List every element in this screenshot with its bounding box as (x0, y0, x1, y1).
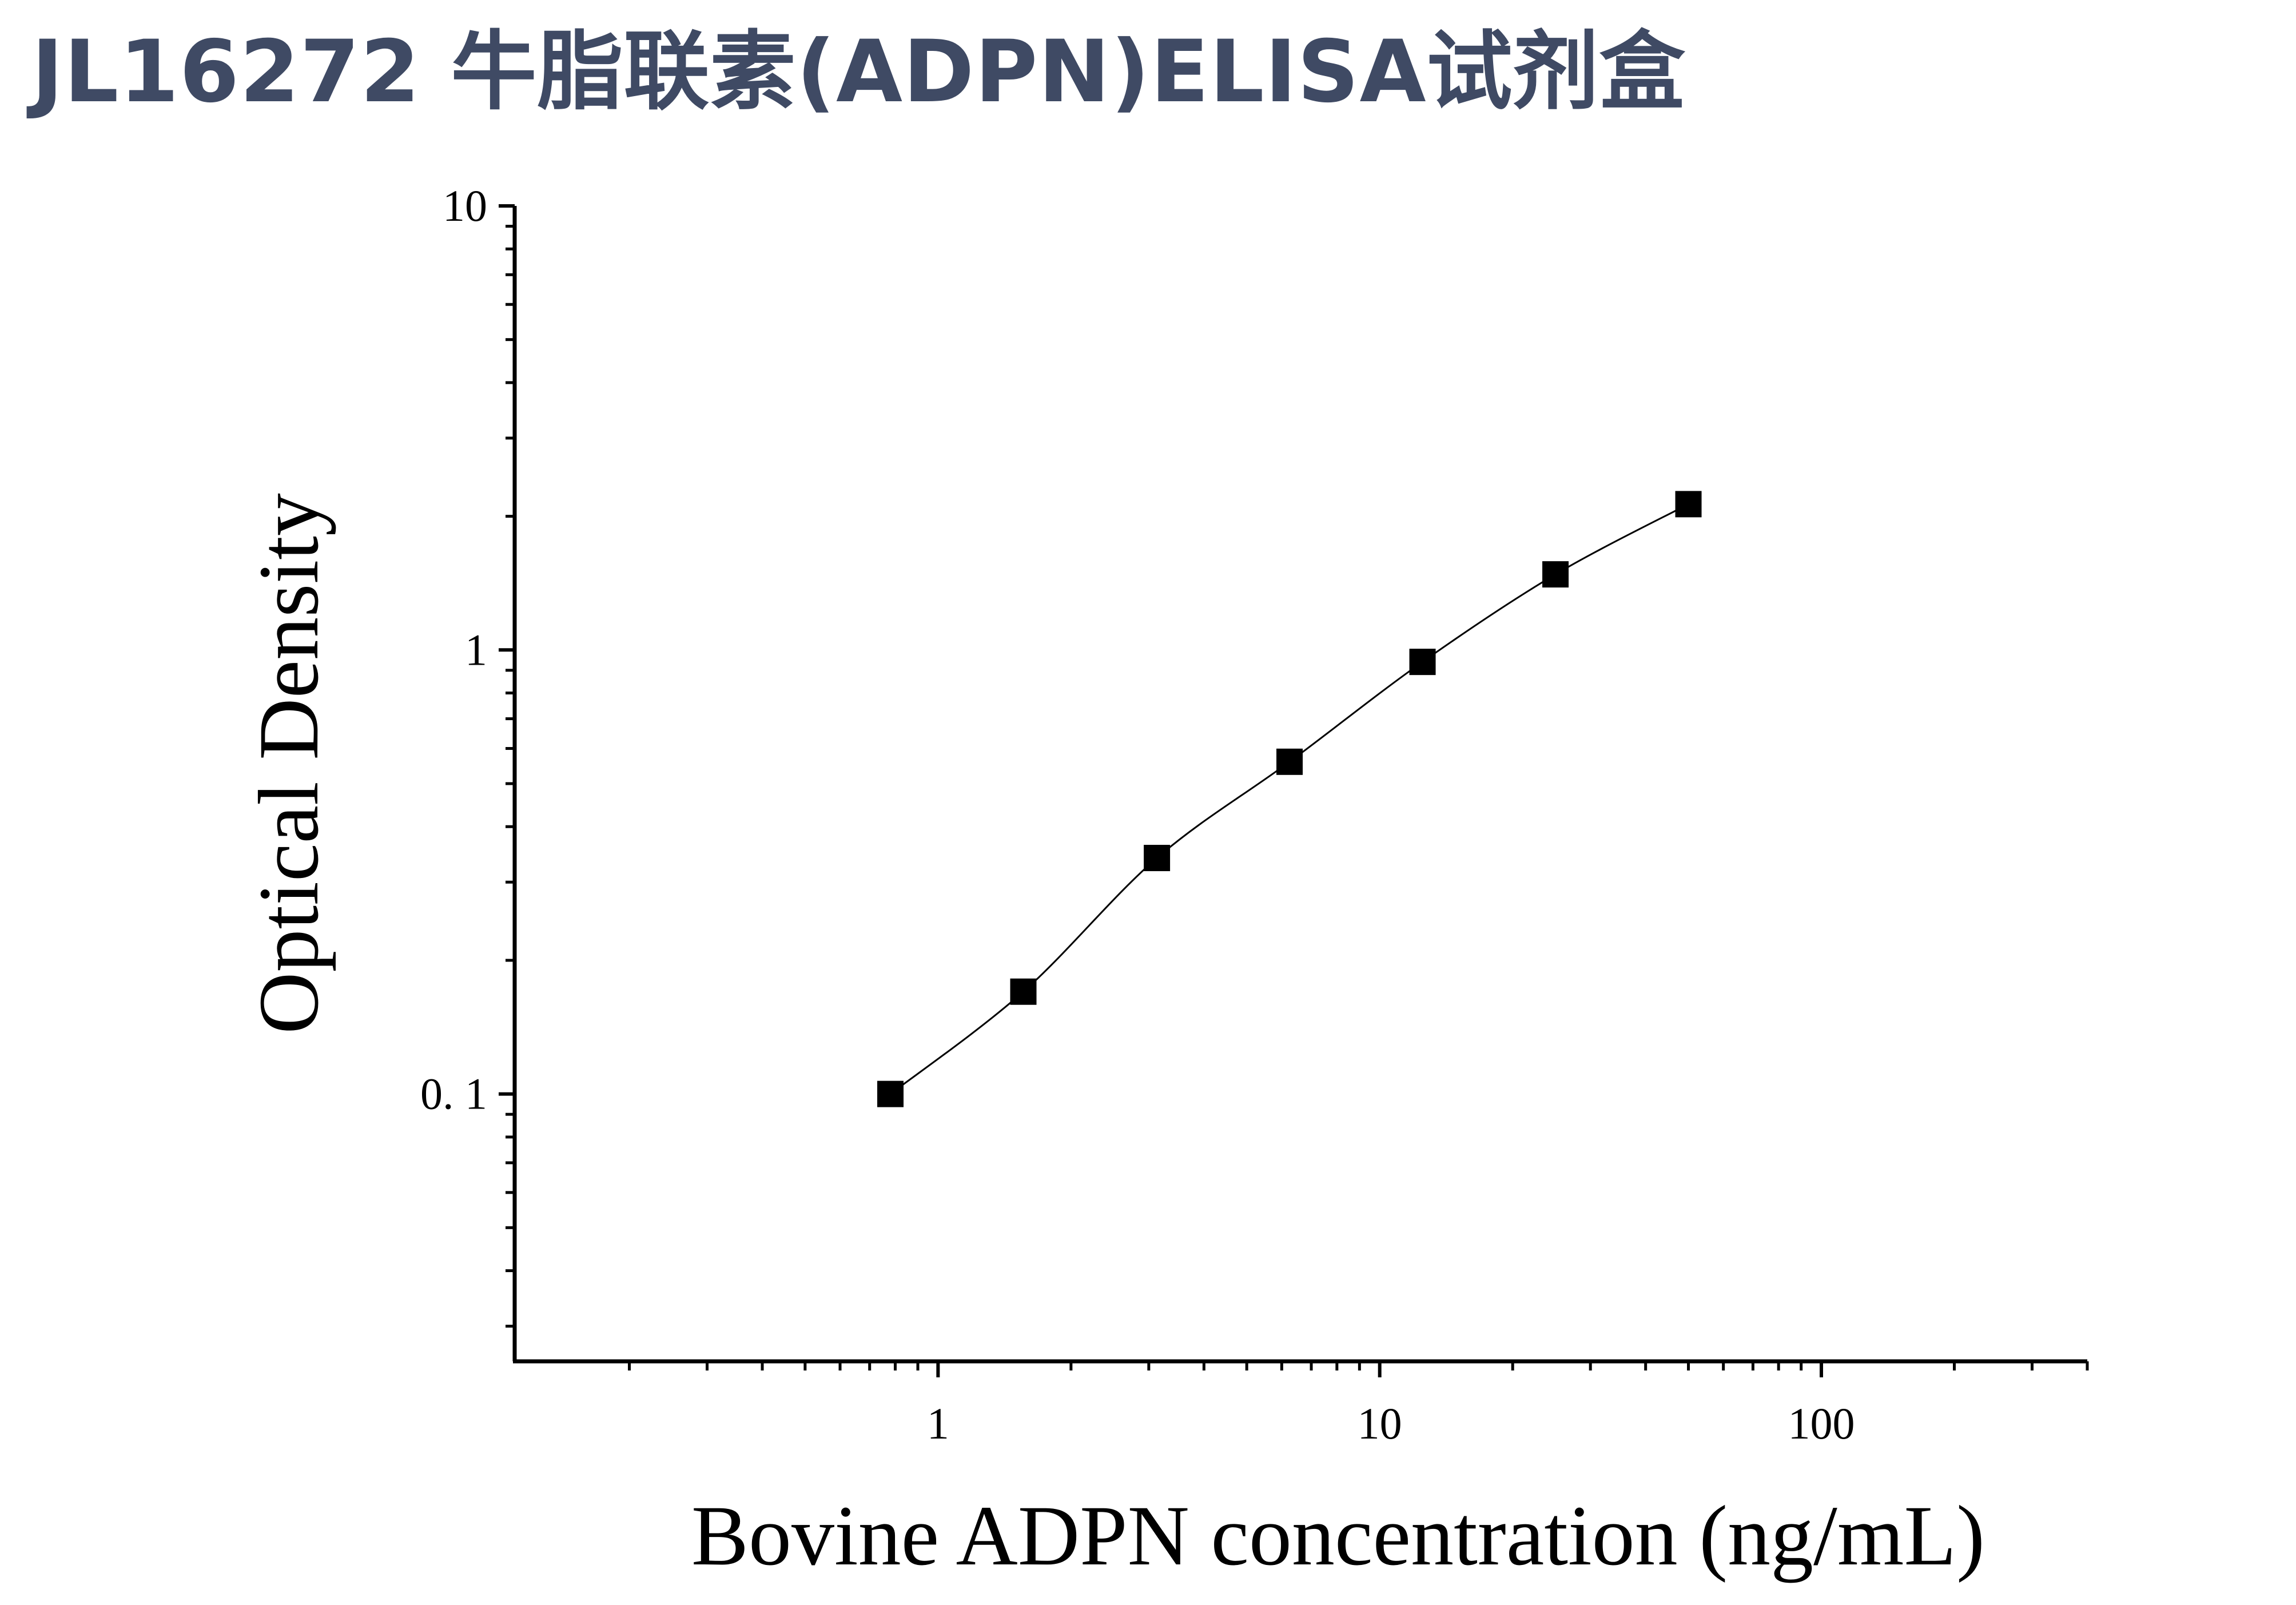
data-point (1144, 845, 1171, 872)
y-axis-title: Optical Density (241, 493, 336, 1034)
fit-curve (890, 503, 1689, 1095)
data-points-layer (877, 491, 1702, 1107)
fit-curve-layer (890, 503, 1689, 1095)
x-axis-title: Bovine ADPN concentration (ng/mL) (691, 1488, 1985, 1583)
data-point (1542, 561, 1569, 588)
page-title: JL16272 牛脂联素(ADPN)ELISA试剂盒 (31, 22, 1686, 122)
data-point (1276, 748, 1303, 775)
x-tick-label: 10 (1358, 1399, 1402, 1448)
y-tick-label: 10 (443, 181, 487, 231)
data-point (1675, 491, 1702, 518)
data-point (877, 1080, 904, 1107)
x-tick-label: 1 (927, 1399, 949, 1448)
x-tick-label: 100 (1788, 1399, 1855, 1448)
y-tick-label: 0. 1 (420, 1069, 487, 1119)
data-point (1409, 649, 1436, 676)
data-point (1010, 978, 1037, 1005)
axes: 0. 1 1 10 1 10 100 (420, 181, 2089, 1448)
y-tick-label: 1 (465, 625, 487, 674)
